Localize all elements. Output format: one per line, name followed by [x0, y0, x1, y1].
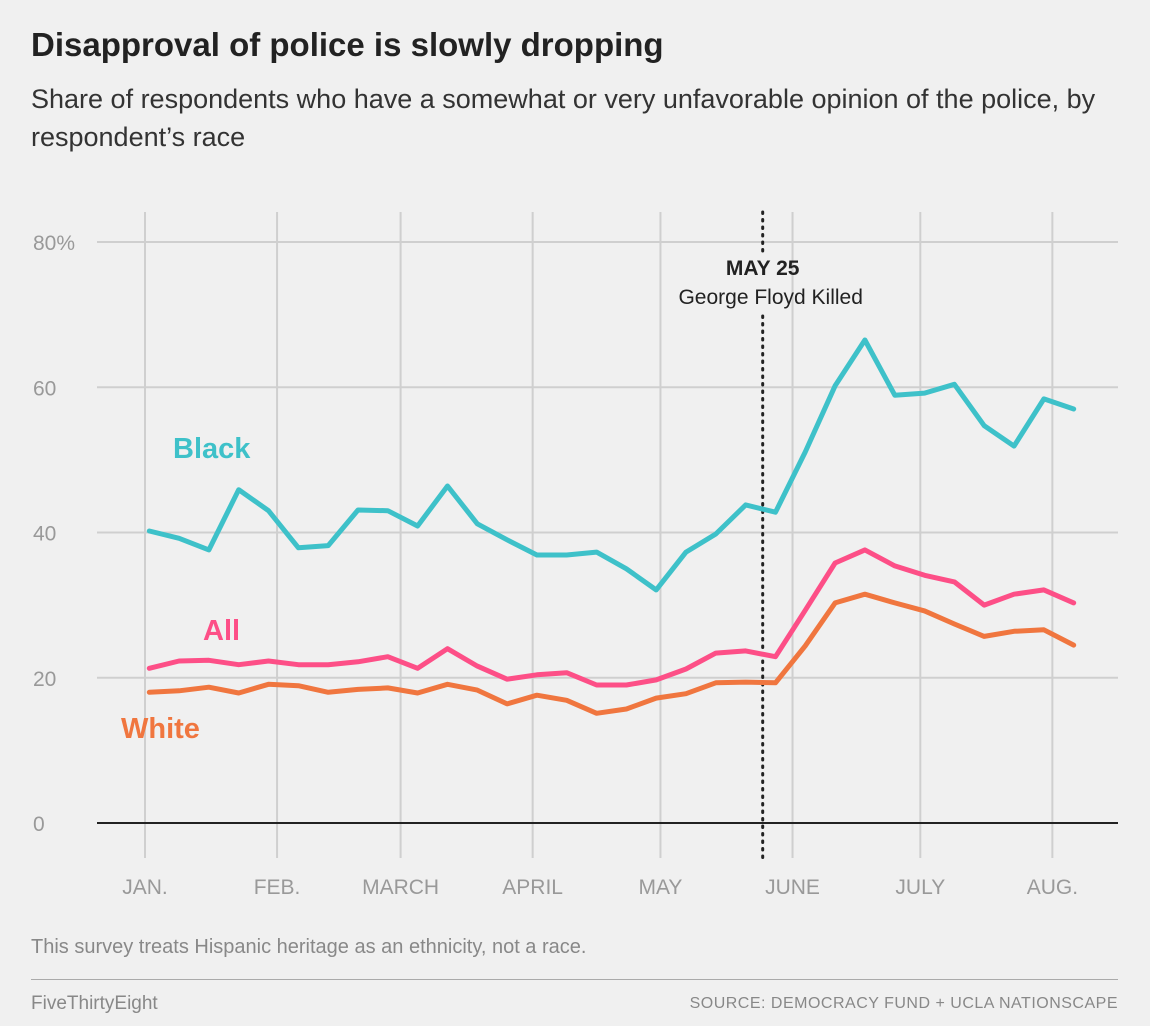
x-tick-label: JULY — [895, 876, 945, 899]
x-tick-label: MARCH — [362, 876, 439, 899]
line-chart: JAN. FEB. MARCH APRIL MAY JUNE JULY AUG. 0 20 40 60… — [33, 210, 1118, 899]
y-tick-label: 0 — [33, 813, 45, 836]
annotation-title: MAY 25 — [726, 257, 800, 280]
y-tick-label: 40 — [33, 523, 56, 546]
x-tick-label: APRIL — [502, 876, 563, 899]
brand-logo: FiveThirtyEight — [31, 993, 158, 1014]
annotation-text: George Floyd Killed — [678, 286, 862, 309]
series-label-black: Black — [173, 433, 251, 465]
x-tick-label: AUG. — [1027, 876, 1078, 899]
footnote: This survey treats Hispanic heritage as … — [31, 936, 587, 958]
source-credit: SOURCE: DEMOCRACY FUND + UCLA NATIONSCAP… — [689, 995, 1118, 1012]
series-line-all — [146, 547, 1077, 688]
x-tick-label: JUNE — [765, 876, 820, 899]
y-tick-label: 20 — [33, 668, 56, 691]
series-label-white: White — [121, 713, 200, 745]
chart-title: Disapproval of police is slowly dropping — [31, 26, 664, 63]
footer-divider — [31, 979, 1118, 980]
series-line-black — [146, 337, 1077, 593]
x-tick-label: FEB. — [254, 876, 301, 899]
chart-subtitle: Share of respondents who have a somewhat… — [31, 84, 1096, 152]
y-tick-label: 80% — [33, 232, 75, 255]
x-tick-label: MAY — [638, 876, 682, 899]
series-line-white — [146, 591, 1077, 716]
series-label-all: All — [203, 615, 240, 647]
x-tick-label: JAN. — [122, 876, 168, 899]
y-tick-label: 60 — [33, 377, 56, 400]
